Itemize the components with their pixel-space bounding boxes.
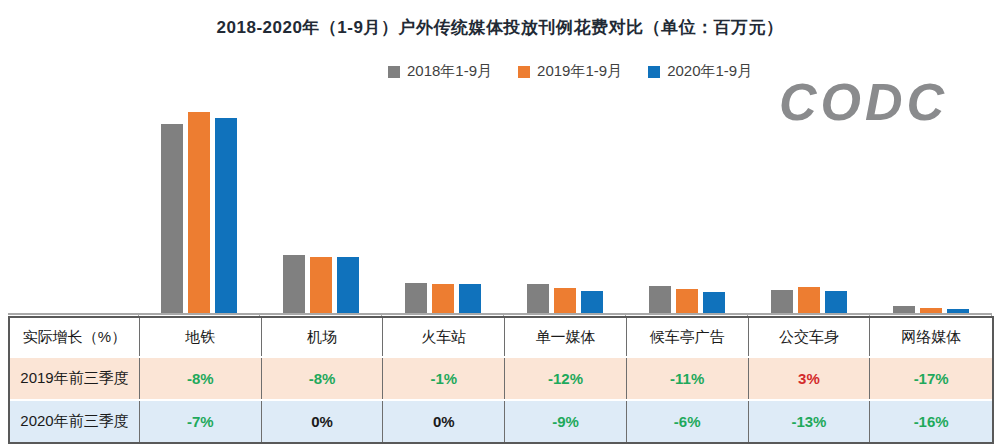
bar-chart-plot bbox=[8, 108, 992, 315]
bar-group bbox=[382, 108, 504, 313]
bar bbox=[947, 309, 969, 313]
legend: 2018年1-9月 2019年1-9月 2020年1-9月 bbox=[388, 62, 752, 81]
table-column-header: 候车亭广告 bbox=[627, 318, 749, 356]
growth-value-cell: 0% bbox=[383, 401, 505, 442]
growth-value-cell: -9% bbox=[505, 401, 627, 442]
bar-group bbox=[138, 108, 260, 313]
bar bbox=[554, 288, 576, 313]
growth-value-cell: -17% bbox=[870, 358, 992, 399]
legend-label: 2018年1-9月 bbox=[407, 62, 492, 81]
legend-swatch-icon bbox=[648, 66, 660, 78]
legend-swatch-icon bbox=[388, 66, 400, 78]
bar-group bbox=[870, 108, 992, 313]
bar bbox=[283, 255, 305, 313]
bar bbox=[676, 289, 698, 313]
growth-value-cell: -16% bbox=[870, 401, 992, 442]
table-corner-label: 实际增长（%） bbox=[10, 318, 140, 356]
bar bbox=[649, 286, 671, 313]
table-column-header: 地铁 bbox=[140, 318, 262, 356]
bar bbox=[432, 284, 454, 313]
bar-group bbox=[260, 108, 382, 313]
growth-value-cell: -8% bbox=[140, 358, 262, 399]
bar-group bbox=[504, 108, 626, 313]
legend-swatch-icon bbox=[518, 66, 530, 78]
growth-value-cell: -1% bbox=[383, 358, 505, 399]
bar bbox=[893, 306, 915, 313]
growth-value-cell: -12% bbox=[505, 358, 627, 399]
bar-group bbox=[748, 108, 870, 313]
table-row-label: 2020年前三季度 bbox=[10, 401, 140, 442]
bar bbox=[405, 283, 427, 313]
growth-value-cell: -8% bbox=[262, 358, 384, 399]
table-column-header: 火车站 bbox=[383, 318, 505, 356]
table-column-header: 机场 bbox=[262, 318, 384, 356]
bar bbox=[825, 291, 847, 313]
legend-label: 2020年1-9月 bbox=[667, 62, 752, 81]
growth-value-cell: -11% bbox=[627, 358, 749, 399]
bar bbox=[337, 257, 359, 313]
table-row-label: 2019年前三季度 bbox=[10, 358, 140, 399]
axis-spacer bbox=[8, 108, 138, 313]
bar bbox=[215, 118, 237, 313]
bar bbox=[459, 284, 481, 313]
legend-item: 2019年1-9月 bbox=[518, 62, 622, 81]
growth-value-cell: -6% bbox=[627, 401, 749, 442]
chart-title: 2018-2020年（1-9月）户外传统媒体投放刊例花费对比（单位：百万元） bbox=[0, 16, 1000, 39]
legend-item: 2018年1-9月 bbox=[388, 62, 492, 81]
bar bbox=[581, 291, 603, 313]
bar bbox=[920, 308, 942, 313]
bar bbox=[703, 292, 725, 313]
growth-value-cell: -13% bbox=[749, 401, 871, 442]
bar bbox=[798, 287, 820, 313]
bar bbox=[161, 124, 183, 313]
table-column-header: 公交车身 bbox=[749, 318, 871, 356]
bar bbox=[310, 257, 332, 313]
growth-value-cell: 3% bbox=[749, 358, 871, 399]
legend-item: 2020年1-9月 bbox=[648, 62, 752, 81]
growth-value-cell: -7% bbox=[140, 401, 262, 442]
report-page: 2018-2020年（1-9月）户外传统媒体投放刊例花费对比（单位：百万元） 2… bbox=[0, 0, 1000, 444]
bar-group bbox=[626, 108, 748, 313]
bar bbox=[188, 112, 210, 313]
table-column-header: 网络媒体 bbox=[870, 318, 992, 356]
table-column-header: 单一媒体 bbox=[505, 318, 627, 356]
growth-value-cell: 0% bbox=[262, 401, 384, 442]
legend-label: 2019年1-9月 bbox=[537, 62, 622, 81]
growth-table: 实际增长（%）地铁机场火车站单一媒体候车亭广告公交车身网络媒体 2019年前三季度… bbox=[8, 316, 994, 444]
bar bbox=[771, 290, 793, 313]
bar bbox=[527, 284, 549, 313]
